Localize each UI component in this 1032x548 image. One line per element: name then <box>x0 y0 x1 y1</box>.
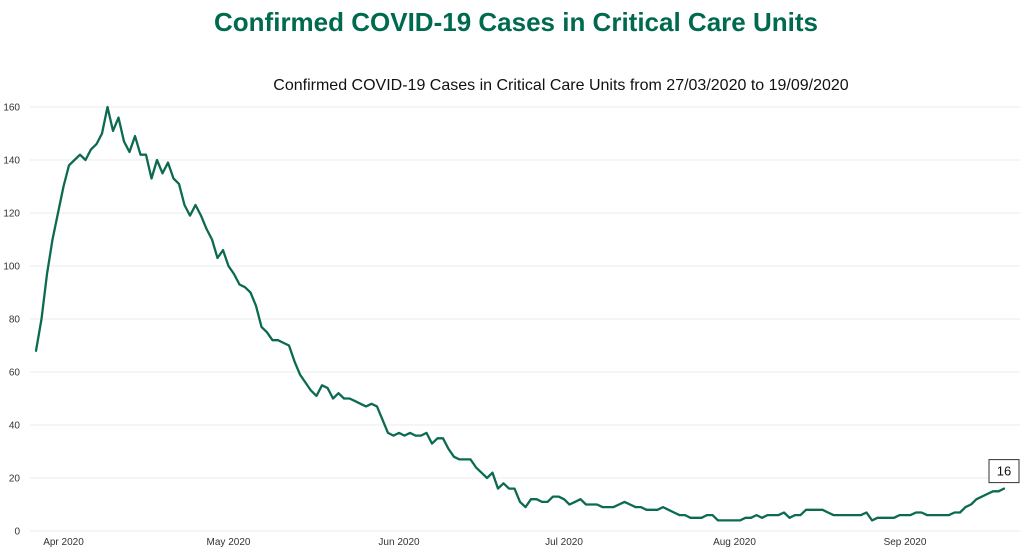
value-label-box <box>988 459 1020 484</box>
y-axis: 0 20 40 60 80 100 120 140 160 <box>3 103 20 538</box>
gridlines <box>30 106 1020 532</box>
series-line <box>34 105 1006 522</box>
page-heading: Confirmed COVID-19 Cases in Critical Car… <box>214 7 818 37</box>
y-tick-label: 80 <box>9 315 21 326</box>
y-tick-label: 120 <box>3 209 20 220</box>
y-tick-label: 60 <box>9 368 21 379</box>
y-tick-label: 100 <box>3 262 20 273</box>
y-tick-label: 40 <box>9 421 21 432</box>
value-label-text: 16 <box>997 464 1011 479</box>
y-tick-label: 140 <box>3 156 20 167</box>
x-tick-label: Sep 2020 <box>884 537 927 548</box>
y-tick-label: 20 <box>9 474 21 485</box>
value-label: 16 <box>988 459 1020 484</box>
x-tick-label: Apr 2020 <box>43 537 84 548</box>
x-tick-label: Jul 2020 <box>545 537 583 548</box>
x-tick-label: May 2020 <box>207 537 251 548</box>
y-tick-label: 0 <box>14 527 20 538</box>
y-tick-label: 160 <box>3 103 20 114</box>
chart-title: Confirmed COVID-19 Cases in Critical Car… <box>273 77 849 94</box>
x-axis: Apr 2020 May 2020 Jun 2020 Jul 2020 Aug 2020… <box>43 537 927 548</box>
x-tick-label: Jun 2020 <box>378 537 420 548</box>
x-tick-label: Aug 2020 <box>713 537 756 548</box>
